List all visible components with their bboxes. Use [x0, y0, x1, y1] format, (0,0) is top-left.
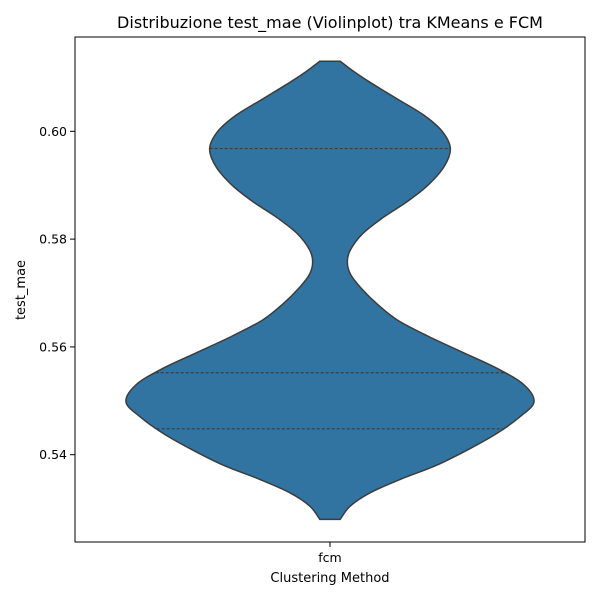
- y-axis: 0.54 0.56 0.58 0.60: [39, 124, 75, 462]
- violin-body: [125, 60, 535, 521]
- chart-title: Distribuzione test_mae (Violinplot) tra …: [117, 13, 543, 33]
- x-axis-label: Clustering Method: [270, 571, 389, 586]
- y-tick-label: 0.60: [39, 124, 67, 139]
- x-tick-label: fcm: [318, 550, 341, 565]
- y-tick-label: 0.54: [39, 447, 67, 462]
- y-axis-label: test_mae: [14, 260, 29, 320]
- y-tick-label: 0.58: [39, 232, 67, 247]
- y-tick-label: 0.56: [39, 339, 67, 354]
- x-axis: fcm: [318, 542, 342, 565]
- plot-area: [125, 60, 535, 521]
